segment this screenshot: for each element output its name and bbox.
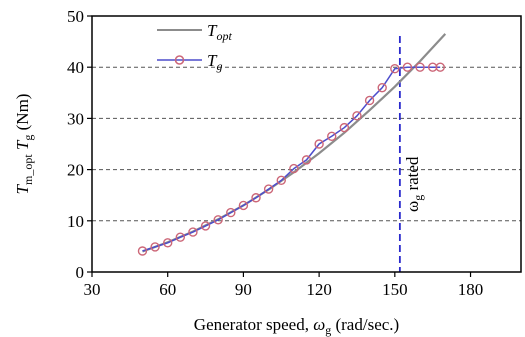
series-group (137, 33, 447, 256)
annotation-text: rated (403, 156, 422, 195)
t-g-point-19 (377, 82, 387, 93)
x-tick-label-150: 150 (382, 280, 408, 299)
y-axis-label-b: T (13, 139, 32, 154)
x-tick-label-180: 180 (458, 280, 484, 299)
t-g-point-3 (175, 232, 186, 242)
t-g-point-2 (163, 238, 173, 248)
axis-ticks: 30 60 90 120 150 180 0 10 20 30 40 50 (67, 7, 483, 299)
t-g-point-16 (339, 122, 350, 133)
t-g-point-7 (226, 207, 236, 218)
t-g-point-12 (289, 163, 299, 174)
legend-marker-t-g (174, 55, 185, 65)
y-axis-label-a: T (13, 183, 32, 194)
x-tick-label-60: 60 (159, 280, 176, 299)
x-axis-label-unit: (rad/sec.) (331, 315, 399, 334)
x-tick-label-120: 120 (306, 280, 332, 299)
annotation-subscript: g (411, 195, 425, 201)
y-tick-label-40: 40 (67, 58, 84, 77)
x-axis-label: Generator speed, ωg (rad/sec.) (194, 315, 399, 337)
y-axis-label: Tm_opt Tg (Nm) (13, 94, 35, 195)
x-tick-label-90: 90 (235, 280, 252, 299)
annotation-symbol: ω (403, 201, 422, 212)
legend-label-t-g: Tg (207, 51, 222, 73)
t-g-point-5 (200, 221, 211, 231)
plot-frame (91, 15, 522, 273)
t-g-point-18 (364, 95, 375, 106)
t-g-point-20 (390, 64, 400, 74)
legend-label-t-opt-base: T (207, 21, 218, 40)
t-g-point-24 (435, 62, 445, 72)
x-tick-label-30: 30 (84, 280, 101, 299)
t-g-point-10 (263, 184, 274, 194)
t-g-point-1 (150, 242, 160, 252)
x-axis-label-text: Generator speed, (194, 315, 313, 334)
rated-speed-annotation: ωg rated (403, 156, 425, 212)
y-axis-label-b-sub: g (21, 135, 35, 141)
legend: Topt Tg (157, 21, 232, 73)
legend-label-t-g-base: T (207, 51, 218, 70)
t-g-point-13 (301, 155, 312, 165)
x-axis-label-symbol: ω (313, 315, 325, 334)
legend-label-t-opt-sub: opt (216, 29, 232, 43)
legend-label-t-g-sub: g (216, 59, 222, 73)
t-g-point-17 (352, 111, 362, 121)
y-tick-label-20: 20 (67, 161, 84, 180)
y-tick-label-10: 10 (67, 212, 84, 231)
t-g-point-22 (415, 62, 425, 72)
t-g-point-8 (238, 200, 249, 211)
y-axis-label-unit: (Nm) (13, 94, 32, 135)
t-g-point-4 (188, 227, 198, 237)
legend-label-t-opt: Topt (207, 21, 232, 43)
grid-lines (92, 66, 521, 222)
t-g-point-11 (276, 175, 286, 186)
t-g-point-9 (251, 193, 261, 203)
y-tick-label-30: 30 (67, 109, 84, 128)
y-tick-label-50: 50 (67, 7, 84, 26)
x-axis-label-subscript: g (325, 323, 331, 337)
t-g-point-6 (213, 215, 223, 225)
y-tick-label-0: 0 (76, 263, 85, 282)
t-g-point-14 (314, 139, 324, 149)
t-g-point-21 (402, 62, 413, 72)
t-g-point-15 (327, 131, 337, 142)
y-axis-label-a-sub: m_opt (21, 154, 35, 185)
series-line-t-g (142, 66, 441, 252)
t-g-point-0 (137, 246, 148, 256)
